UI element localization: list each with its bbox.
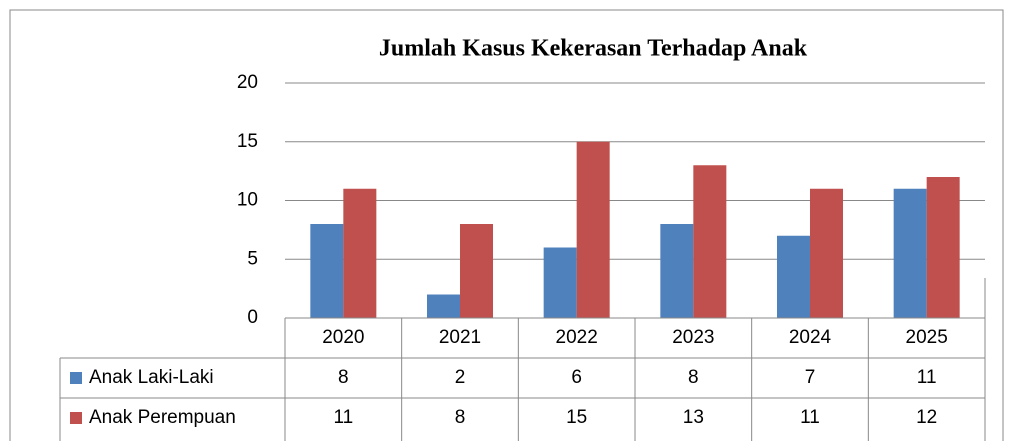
y-tick-label: 15: [237, 131, 258, 152]
table-value: 11: [917, 367, 937, 388]
bar: [460, 224, 493, 318]
bar: [660, 224, 694, 318]
bar: [926, 177, 960, 318]
table-value: 12: [916, 407, 937, 428]
bar: [543, 247, 577, 318]
table-value: 11: [800, 407, 820, 428]
x-tick-label: 2020: [322, 327, 364, 348]
legend-swatch: [70, 412, 82, 424]
bar: [576, 141, 610, 318]
table-value: 8: [688, 367, 699, 388]
bar: [693, 165, 727, 318]
legend-label: Anak Perempuan: [89, 407, 236, 428]
x-tick-label: 2023: [672, 327, 714, 348]
chart-border: [9, 9, 1004, 441]
bar: [427, 294, 460, 318]
bar: [310, 224, 344, 318]
table-value: 8: [455, 407, 466, 428]
x-tick-label: 2025: [906, 327, 948, 348]
y-tick-label: 10: [237, 190, 258, 211]
x-tick-label: 2024: [789, 327, 832, 348]
table-value: 11: [333, 407, 353, 428]
bar: [893, 188, 927, 318]
table-value: 2: [455, 367, 466, 388]
table-value: 13: [683, 407, 704, 428]
chart-title: Jumlah Kasus Kekerasan Terhadap Anak: [379, 36, 808, 62]
y-tick-label: 5: [247, 248, 258, 269]
bar: [810, 188, 843, 318]
x-tick-label: 2021: [439, 327, 481, 348]
table-value: 6: [571, 367, 582, 388]
table-value: 15: [566, 407, 587, 428]
x-tick-label: 2022: [556, 327, 598, 348]
y-tick-label: 0: [247, 307, 258, 328]
table-value: 8: [338, 367, 349, 388]
bar: [343, 188, 377, 318]
bar: [777, 235, 810, 318]
y-tick-label: 20: [237, 72, 258, 93]
legend-label: Anak Laki-Laki: [89, 367, 214, 388]
legend-swatch: [70, 372, 82, 384]
table-value: 7: [805, 367, 816, 388]
